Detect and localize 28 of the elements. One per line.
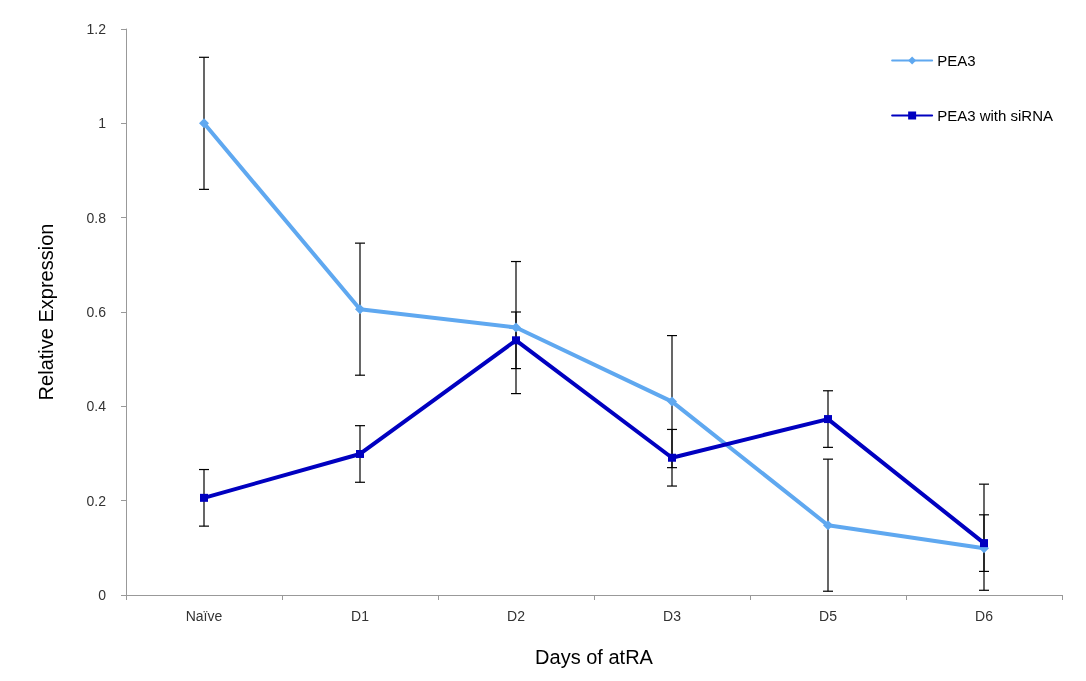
point — [512, 336, 520, 345]
y-axis-title: Relative Expression — [35, 223, 57, 401]
x-tick-label: D2 — [507, 608, 526, 624]
point — [200, 493, 208, 502]
y-tick-label: 0.2 — [86, 492, 107, 509]
point — [667, 396, 677, 407]
y-tick-label: 1 — [98, 115, 107, 132]
x-tick-label: D5 — [819, 608, 838, 624]
point — [356, 449, 364, 458]
point — [823, 520, 833, 531]
point — [199, 118, 209, 129]
y-tick-label: 0 — [98, 587, 107, 603]
point — [980, 539, 988, 548]
legend-label: PEA3 with siRNA — [937, 107, 1054, 124]
point — [668, 453, 676, 462]
point — [511, 322, 521, 333]
point — [355, 304, 365, 315]
x-tick-label: D1 — [351, 608, 370, 624]
x-tick-label: D3 — [663, 608, 682, 624]
x-tick-label: D6 — [975, 608, 994, 624]
y-tick-label: 0.6 — [86, 304, 107, 320]
point — [824, 415, 832, 424]
y-tick-label: 1.2 — [86, 21, 107, 37]
x-tick-label: Naïve — [185, 608, 223, 624]
y-tick-label: 0.4 — [86, 398, 107, 415]
legend-label: PEA3 — [937, 52, 976, 69]
x-axis-title: Days of atRA — [535, 646, 654, 668]
y-tick-label: 0.8 — [86, 209, 107, 226]
